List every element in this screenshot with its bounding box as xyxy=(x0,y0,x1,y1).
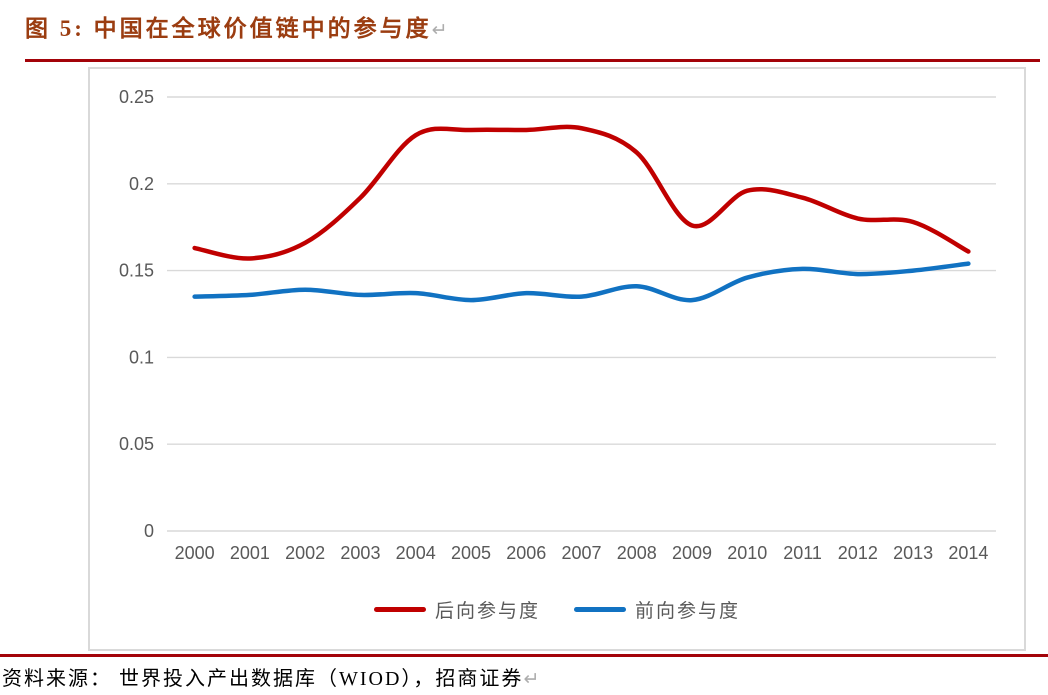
figure-title-text: 图 5: 中国在全球价值链中的参与度 xyxy=(25,16,432,41)
x-axis-tick-label: 2009 xyxy=(672,543,712,563)
x-axis-tick-label: 2003 xyxy=(340,543,380,563)
paragraph-mark-icon: ↵ xyxy=(431,20,448,41)
legend-item-backward: 后向参与度 xyxy=(373,596,540,623)
legend-swatch-backward xyxy=(373,607,426,612)
x-axis-tick-label: 2008 xyxy=(617,543,657,563)
y-axis-tick-label: 0.05 xyxy=(119,434,154,454)
x-axis-tick-label: 2000 xyxy=(175,543,215,563)
x-axis-tick-label: 2004 xyxy=(396,543,436,563)
legend-label-backward: 后向参与度 xyxy=(434,601,540,622)
figure-title: 图 5: 中国在全球价值链中的参与度↵ xyxy=(25,9,448,43)
x-axis-tick-label: 2006 xyxy=(506,543,546,563)
x-axis-tick-label: 2012 xyxy=(838,543,878,563)
legend-label-forward: 前向参与度 xyxy=(635,601,741,622)
chart-area[interactable]: 0 0.05 0.1 0.15 0.2 0.25 2000 2001 2002 2003 2004 2… xyxy=(88,67,1026,651)
legend-item-forward: 前向参与度 xyxy=(574,596,740,623)
x-axis-tick-label: 2001 xyxy=(230,543,270,563)
legend-swatch-forward xyxy=(574,607,626,612)
y-axis-tick-label: 0.1 xyxy=(129,347,154,367)
series-line-forward xyxy=(192,261,971,303)
source-note: 资料来源： 世界投入产出数据库（WIOD），招商证券↵ xyxy=(2,662,539,691)
series-line-backward xyxy=(192,124,971,261)
title-divider xyxy=(25,59,1040,62)
x-axis-tick-label: 2014 xyxy=(948,543,988,563)
y-axis-tick-label: 0.25 xyxy=(119,87,154,107)
x-axis-tick-label: 2005 xyxy=(451,543,491,563)
paragraph-mark-icon: ↵ xyxy=(523,669,540,690)
x-axis-tick-label: 2011 xyxy=(783,543,822,563)
line-chart-svg: 0 0.05 0.1 0.15 0.2 0.25 2000 2001 2002 2003 2004 2… xyxy=(119,87,996,563)
y-axis-tick-label: 0.2 xyxy=(129,174,154,194)
y-axis-tick-label: 0 xyxy=(144,521,154,541)
source-note-text: 资料来源： 世界投入产出数据库（WIOD），招商证券 xyxy=(2,668,524,690)
x-axis-tick-label: 2013 xyxy=(893,543,933,563)
y-axis-tick-label: 0.15 xyxy=(119,261,154,281)
chart-legend: 后向参与度 前向参与度 xyxy=(90,596,1024,623)
x-axis-tick-label: 2007 xyxy=(561,543,601,563)
footer-divider xyxy=(0,654,1048,657)
x-axis-tick-label: 2010 xyxy=(727,543,767,563)
x-axis-tick-label: 2002 xyxy=(285,543,325,563)
